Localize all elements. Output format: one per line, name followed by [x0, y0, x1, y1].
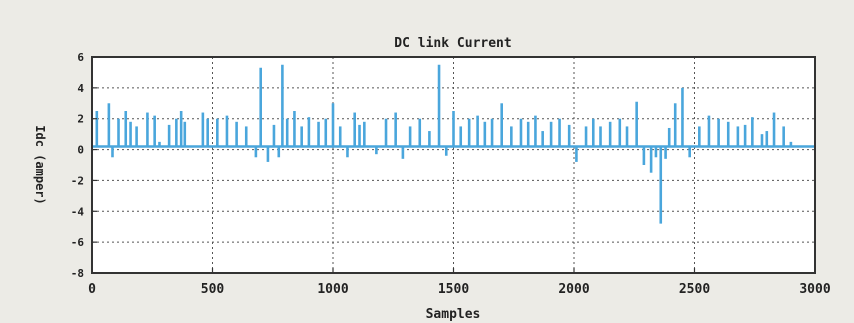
- x-tick-label: 1000: [317, 282, 348, 297]
- x-tick-label: 1500: [438, 282, 469, 297]
- y-tick-label: -6: [71, 236, 85, 249]
- x-tick-label: 2000: [558, 282, 589, 297]
- plot-area: [92, 57, 815, 273]
- x-tick-labels: 0 500 1000 1500 2000 2500 3000: [88, 282, 831, 297]
- y-tick-label: 4: [77, 82, 84, 95]
- y-tick-label: -2: [71, 174, 84, 187]
- y-axis-label: Idc (amper): [33, 125, 47, 204]
- chart-title: DC link Current: [394, 36, 511, 51]
- x-tick-label: 2500: [679, 282, 710, 297]
- y-tick-label: -4: [71, 205, 85, 218]
- x-axis-label: Samples: [426, 307, 481, 322]
- x-tick-label: 500: [201, 282, 225, 297]
- x-tick-label: 3000: [799, 282, 830, 297]
- tick-marks: [91, 56, 816, 274]
- x-tick-label: 0: [88, 282, 96, 297]
- y-tick-label: 0: [77, 144, 84, 157]
- y-tick-label: 2: [77, 113, 84, 126]
- grid: [92, 57, 815, 273]
- y-tick-label: 6: [77, 51, 84, 64]
- series-line: [95, 64, 793, 224]
- y-tick-label: -8: [71, 267, 84, 280]
- y-tick-labels: 6 4 2 0 -2 -4 -6 -8: [71, 51, 85, 280]
